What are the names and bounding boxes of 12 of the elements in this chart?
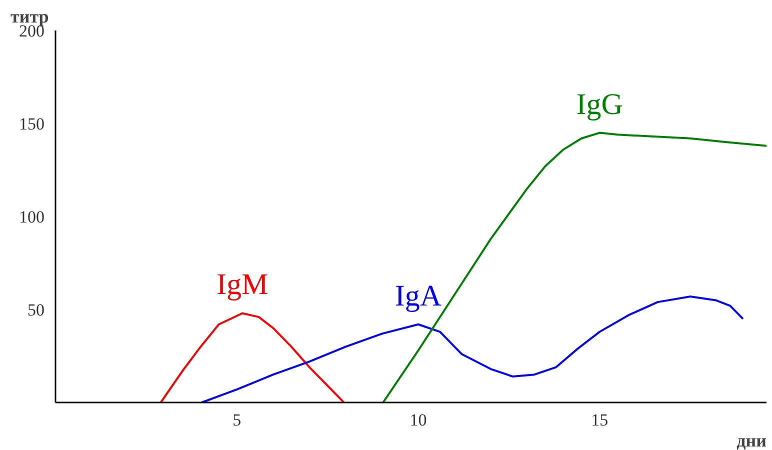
x-tick-label: 5 [232,410,242,430]
line-series [160,312,345,402]
line-series [382,132,766,402]
series-label: IgA [394,279,442,312]
series-label: IgG [576,88,623,121]
y-tick-label: 150 [19,114,44,134]
x-axis-title: дни [736,430,767,450]
series-label: IgM [216,268,268,302]
x-tick-label: 15 [591,410,608,430]
y-tick-label: 50 [28,300,44,320]
x-tick-label: 10 [410,410,427,430]
y-tick-label: 100 [19,208,44,226]
